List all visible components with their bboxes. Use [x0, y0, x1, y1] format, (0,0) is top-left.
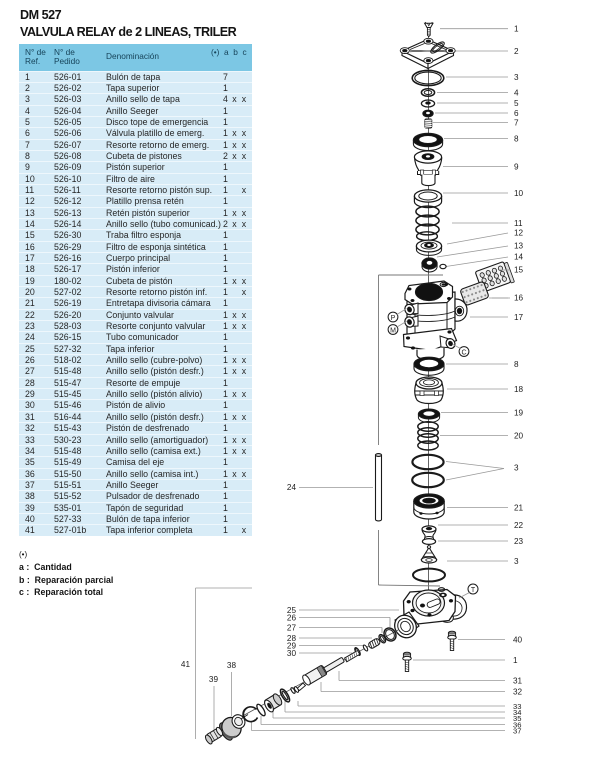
svg-text:3: 3	[514, 73, 519, 82]
svg-text:36: 36	[513, 720, 521, 729]
svg-text:25: 25	[287, 606, 297, 615]
svg-text:10: 10	[514, 189, 524, 198]
svg-text:4: 4	[514, 89, 519, 98]
svg-text:27: 27	[287, 624, 297, 633]
svg-text:32: 32	[513, 687, 523, 696]
svg-text:11: 11	[514, 219, 523, 228]
svg-text:3: 3	[514, 464, 519, 473]
svg-text:33: 33	[513, 702, 521, 711]
svg-text:17: 17	[514, 313, 524, 322]
svg-text:38: 38	[227, 661, 237, 670]
svg-text:20: 20	[514, 432, 524, 441]
svg-text:M: M	[390, 328, 396, 335]
svg-text:2: 2	[514, 47, 519, 56]
svg-text:1: 1	[513, 656, 518, 665]
svg-text:16: 16	[514, 294, 524, 303]
svg-text:5: 5	[514, 99, 519, 108]
svg-text:7: 7	[514, 119, 519, 128]
svg-text:8: 8	[514, 135, 519, 144]
svg-text:24: 24	[287, 483, 297, 492]
svg-text:15: 15	[514, 266, 524, 275]
svg-text:18: 18	[514, 385, 524, 394]
svg-text:30: 30	[287, 649, 297, 658]
svg-text:19: 19	[514, 409, 524, 418]
svg-text:39: 39	[209, 675, 219, 684]
svg-text:13: 13	[514, 242, 524, 251]
svg-text:40: 40	[513, 636, 523, 645]
svg-text:8: 8	[514, 360, 519, 369]
svg-text:T: T	[471, 587, 476, 594]
svg-text:35: 35	[513, 714, 521, 723]
svg-text:37: 37	[513, 726, 521, 735]
svg-text:23: 23	[514, 537, 524, 546]
svg-text:26: 26	[287, 614, 297, 623]
svg-text:14: 14	[514, 253, 524, 262]
svg-text:P: P	[391, 315, 396, 322]
svg-text:3: 3	[514, 557, 519, 566]
svg-text:29: 29	[287, 642, 297, 651]
svg-text:12: 12	[514, 229, 524, 238]
svg-text:9: 9	[514, 163, 519, 172]
svg-text:31: 31	[513, 676, 523, 685]
svg-text:6: 6	[514, 109, 519, 118]
svg-text:22: 22	[514, 521, 524, 530]
svg-text:34: 34	[513, 708, 521, 717]
svg-text:41: 41	[181, 660, 191, 669]
svg-text:28: 28	[287, 634, 297, 643]
svg-text:1: 1	[514, 25, 519, 34]
svg-text:21: 21	[514, 504, 524, 513]
svg-text:C: C	[461, 350, 466, 357]
